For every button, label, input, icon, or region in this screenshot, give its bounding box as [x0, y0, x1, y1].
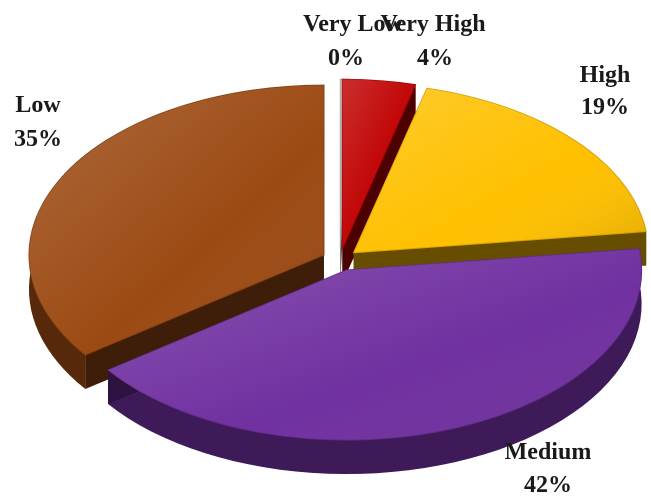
- pie-slice-sheen-low: [28, 85, 324, 355]
- slice-label-high-value: 19%: [581, 94, 629, 120]
- pie-side-medium: [108, 248, 642, 474]
- slice-label-low-name: Low: [15, 92, 61, 118]
- slice-label-very-low-name: Very Low: [303, 11, 403, 37]
- slice-label-very-high-value: 4%: [417, 45, 453, 71]
- slice-label-very-high-name: Very High: [380, 11, 485, 37]
- slice-label-medium-name: Medium: [505, 439, 592, 465]
- pie-slice-tops: [28, 78, 647, 441]
- slice-label-low-value: 35%: [14, 126, 62, 152]
- slice-label-medium-value: 42%: [524, 472, 572, 498]
- pie-slice-sheen-medium: [108, 248, 642, 441]
- slice-label-high-name: High: [580, 62, 631, 88]
- pie-slice-sheen-very-high: [342, 79, 416, 250]
- pie-slice-sheen-high: [353, 88, 647, 253]
- slice-label-very-low-value: 0%: [328, 45, 364, 71]
- pie-cut-face-very-high-1: [342, 84, 416, 284]
